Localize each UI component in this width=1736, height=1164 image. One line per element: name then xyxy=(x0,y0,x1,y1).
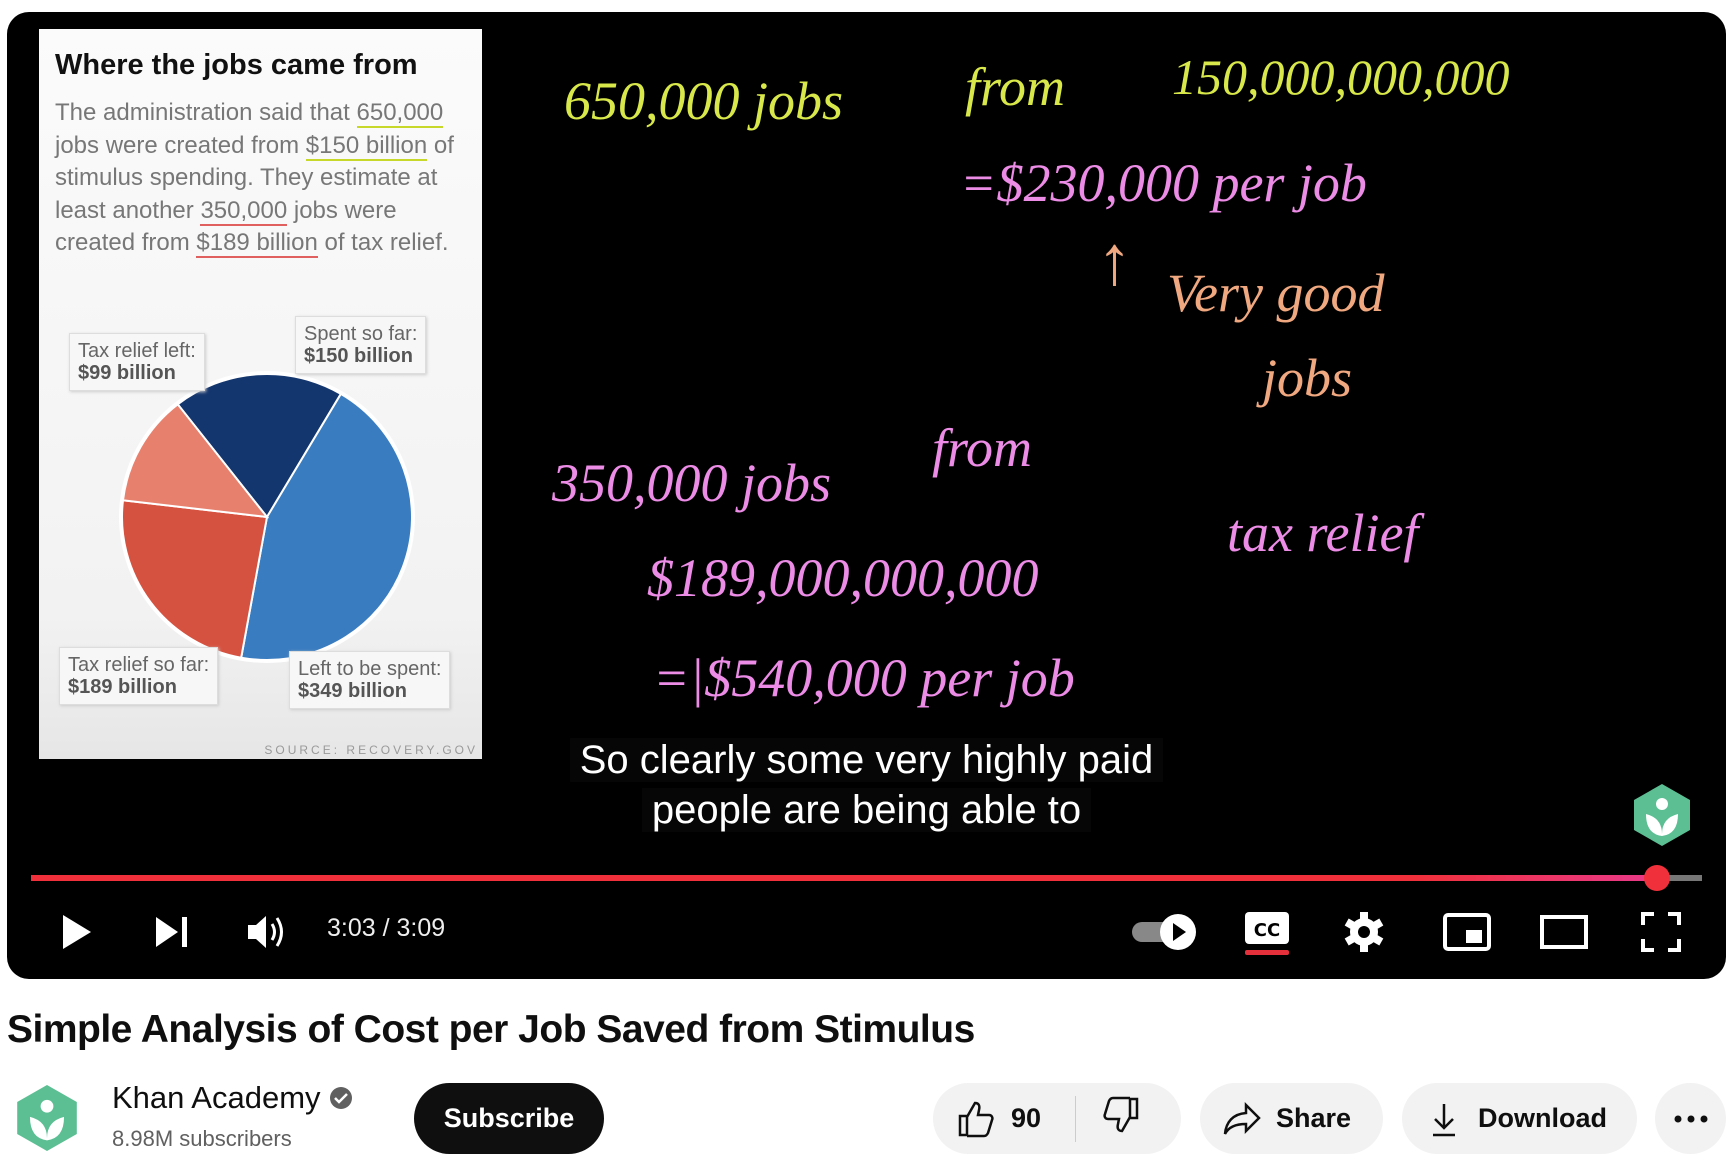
channel-avatar[interactable] xyxy=(16,1085,78,1151)
caption-line-2: people are being able to xyxy=(7,788,1726,833)
channel-name-text[interactable]: Khan Academy xyxy=(112,1080,321,1115)
gear-icon xyxy=(1344,912,1384,952)
slide-text: The administration said that 650,000 job… xyxy=(55,99,454,258)
theater-icon xyxy=(1540,915,1588,949)
share-icon xyxy=(1223,1101,1261,1135)
more-icon xyxy=(1674,1115,1707,1122)
volume-button[interactable] xyxy=(242,907,292,957)
hw-from-2: from xyxy=(932,418,1033,478)
khan-watermark-icon[interactable] xyxy=(1634,784,1690,846)
miniplayer-icon xyxy=(1443,913,1491,951)
next-button[interactable] xyxy=(147,907,197,957)
fullscreen-icon xyxy=(1641,912,1681,952)
like-dislike-group: 90 xyxy=(933,1083,1181,1154)
download-button[interactable]: Download xyxy=(1402,1083,1637,1154)
download-label: Download xyxy=(1478,1103,1607,1133)
hw-arrow: ↑ xyxy=(1097,223,1132,300)
pie-label-tax-so-far: Tax relief so far: $189 billion xyxy=(59,647,219,705)
time-display: 3:03 / 3:09 xyxy=(327,914,446,942)
miniplayer-button[interactable] xyxy=(1442,907,1492,957)
hw-230k-per-job: =$230,000 per job xyxy=(960,153,1367,213)
thumbs-down-icon xyxy=(1103,1096,1139,1133)
progress-bar[interactable] xyxy=(31,865,1702,891)
dislike-button[interactable] xyxy=(1076,1096,1140,1141)
thumbs-up-icon xyxy=(958,1101,994,1137)
video-title: Simple Analysis of Cost per Job Saved fr… xyxy=(7,1008,975,1051)
video-player[interactable]: Where the jobs came from The administrat… xyxy=(7,12,1726,979)
pie-slice-tax-relief-so-far xyxy=(121,499,269,659)
scrubber-handle[interactable] xyxy=(1643,865,1670,891)
hw-350k-jobs: 350,000 jobs xyxy=(552,453,832,513)
autoplay-toggle-icon xyxy=(1132,914,1196,950)
slide-source: SOURCE: RECOVERY.GOV xyxy=(264,743,478,757)
hw-650k-jobs: 650,000 jobs xyxy=(564,71,844,131)
verified-icon xyxy=(329,1087,352,1109)
subscribe-button[interactable]: Subscribe xyxy=(414,1083,604,1154)
autoplay-toggle[interactable] xyxy=(1130,907,1200,957)
share-button[interactable]: Share xyxy=(1200,1083,1383,1154)
like-button[interactable]: 90 xyxy=(933,1095,1076,1142)
pie-slice-spent-so-far xyxy=(176,373,343,519)
play-button[interactable] xyxy=(52,907,102,957)
subscriber-count: 8.98M subscribers xyxy=(112,1126,292,1151)
pie-chart xyxy=(119,371,415,663)
volume-icon xyxy=(248,916,283,948)
progress-played xyxy=(31,875,1657,881)
download-icon xyxy=(1433,1103,1455,1136)
hw-540k-per-job: =|$540,000 per job xyxy=(653,648,1075,708)
slide-infographic: Where the jobs came from The administrat… xyxy=(39,29,482,759)
share-label: Share xyxy=(1276,1103,1352,1133)
pie-label-left-to-spend: Left to be spent: $349 billion xyxy=(289,651,451,709)
hw-jobs: jobs xyxy=(1262,348,1353,408)
hw-from-1: from xyxy=(965,57,1066,117)
fullscreen-button[interactable] xyxy=(1636,907,1686,957)
slide-title: Where the jobs came from xyxy=(55,49,418,81)
next-icon xyxy=(156,917,187,947)
theater-mode-button[interactable] xyxy=(1539,907,1589,957)
hw-189b: $189,000,000,000 xyxy=(647,548,1039,608)
like-count: 90 xyxy=(1011,1103,1042,1133)
channel-name[interactable]: Khan Academy xyxy=(112,1080,353,1116)
settings-button[interactable] xyxy=(1339,907,1389,957)
caption-line-1: So clearly some very highly paid xyxy=(7,738,1726,783)
pie-label-tax-left: Tax relief left: $99 billion xyxy=(69,333,205,391)
pie-label-spent: Spent so far: $150 billion xyxy=(295,316,427,374)
hw-150b: 150,000,000,000 xyxy=(1172,49,1510,105)
play-icon xyxy=(63,915,91,949)
hw-tax-relief: tax relief xyxy=(1227,503,1419,563)
more-actions-button[interactable] xyxy=(1655,1083,1726,1154)
cc-icon: CC xyxy=(1245,912,1289,955)
captions-button[interactable]: CC xyxy=(1242,907,1292,957)
pie-slice-tax-relief-left xyxy=(121,402,270,519)
svg-text:CC: CC xyxy=(1254,920,1280,941)
hw-very-good: Very good xyxy=(1167,263,1385,323)
